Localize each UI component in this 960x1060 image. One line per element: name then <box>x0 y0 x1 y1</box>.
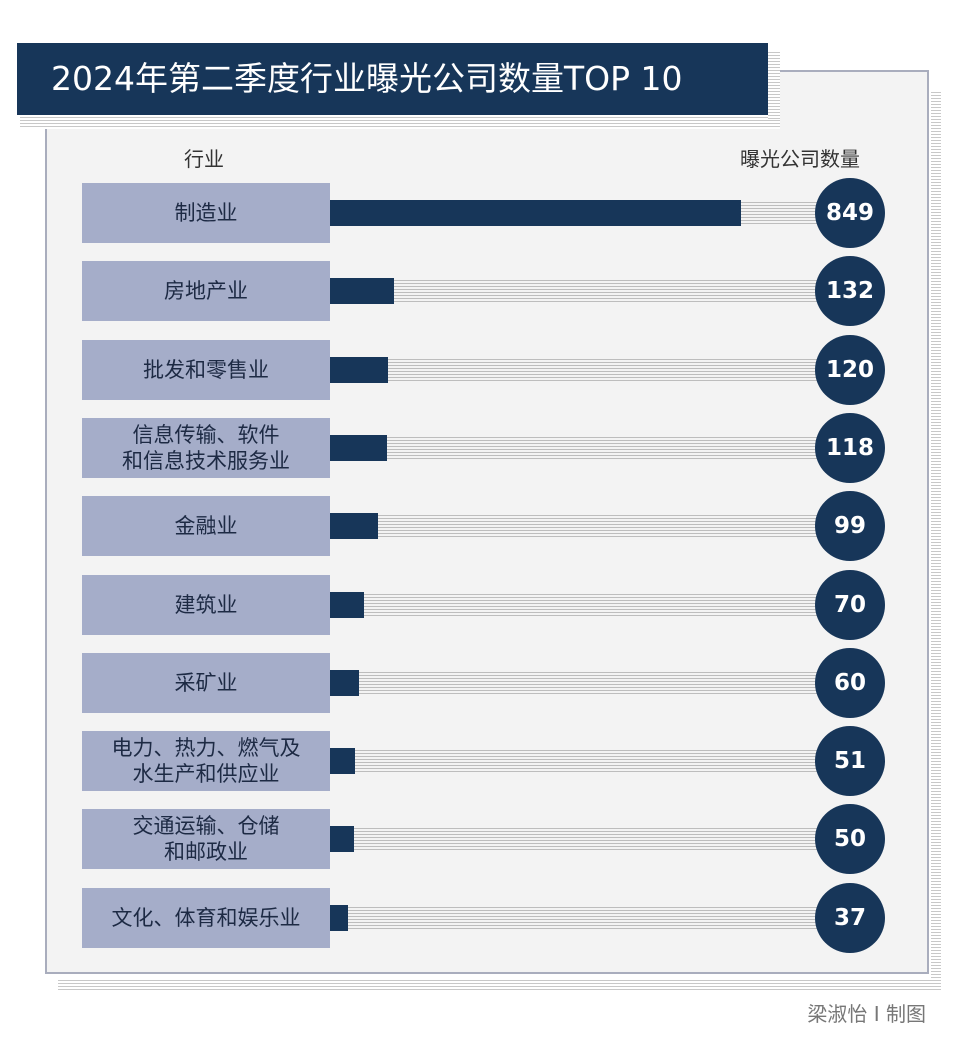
category-label: 金融业 <box>82 496 330 557</box>
bar <box>330 904 348 931</box>
bar-track <box>330 826 830 853</box>
bar <box>330 200 741 226</box>
bar-track <box>330 748 830 775</box>
value-label: 849 <box>815 178 885 248</box>
bar-track <box>330 434 830 461</box>
bar <box>330 826 355 853</box>
value-label: 60 <box>815 647 885 718</box>
value-label: 132 <box>815 256 885 327</box>
bar-track <box>330 591 830 618</box>
value-label: 99 <box>815 491 885 562</box>
category-label: 文化、体育和娱乐业 <box>82 887 330 948</box>
decor-stripes <box>20 115 780 129</box>
category-label: 批发和零售业 <box>82 339 330 400</box>
bar-row: 建筑业 70 <box>0 569 960 640</box>
bar <box>330 669 360 696</box>
bar <box>330 591 364 618</box>
bar-row: 文化、体育和娱乐业 37 <box>0 882 960 953</box>
category-label: 制造业 <box>82 183 330 243</box>
value-label: 120 <box>815 334 885 405</box>
value-label: 50 <box>815 804 885 875</box>
bar <box>330 278 394 305</box>
bar-track <box>330 278 830 305</box>
bar-row: 房地产业 132 <box>0 256 960 327</box>
value-label: 51 <box>815 726 885 797</box>
value-label: 37 <box>815 882 885 953</box>
value-label: 70 <box>815 569 885 640</box>
y-axis-label: 行业 <box>184 147 224 171</box>
decor-stripes <box>768 50 780 120</box>
bar-row: 信息传输、软件 和信息技术服务业 118 <box>0 412 960 483</box>
category-label: 房地产业 <box>82 261 330 322</box>
bar-track <box>330 513 830 540</box>
bar <box>330 434 388 461</box>
chart-title: 2024年第二季度行业曝光公司数量TOP 10 <box>17 43 768 115</box>
bar-track <box>330 669 830 696</box>
value-label: 118 <box>815 412 885 483</box>
category-label: 采矿业 <box>82 652 330 713</box>
bar-row: 批发和零售业 120 <box>0 334 960 405</box>
x-axis-label: 曝光公司数量 <box>740 147 860 171</box>
bar-row: 电力、热力、燃气及 水生产和供应业 51 <box>0 726 960 797</box>
bar-track <box>330 356 830 383</box>
category-label: 信息传输、软件 和信息技术服务业 <box>82 417 330 478</box>
bar-row: 采矿业 60 <box>0 647 960 718</box>
credit: 梁淑怡 I 制图 <box>807 1002 926 1026</box>
category-label: 交通运输、仓储 和邮政业 <box>82 809 330 870</box>
bar <box>330 356 389 383</box>
category-label: 电力、热力、燃气及 水生产和供应业 <box>82 731 330 792</box>
bar <box>330 748 355 775</box>
decor-stripes <box>931 90 941 980</box>
bar <box>330 513 378 540</box>
bar-row: 交通运输、仓储 和邮政业 50 <box>0 804 960 875</box>
bar-row: 金融业 99 <box>0 491 960 562</box>
category-label: 建筑业 <box>82 574 330 635</box>
bar-track <box>330 904 830 931</box>
bar-row: 制造业 849 <box>0 178 960 248</box>
decor-stripes <box>58 978 941 990</box>
